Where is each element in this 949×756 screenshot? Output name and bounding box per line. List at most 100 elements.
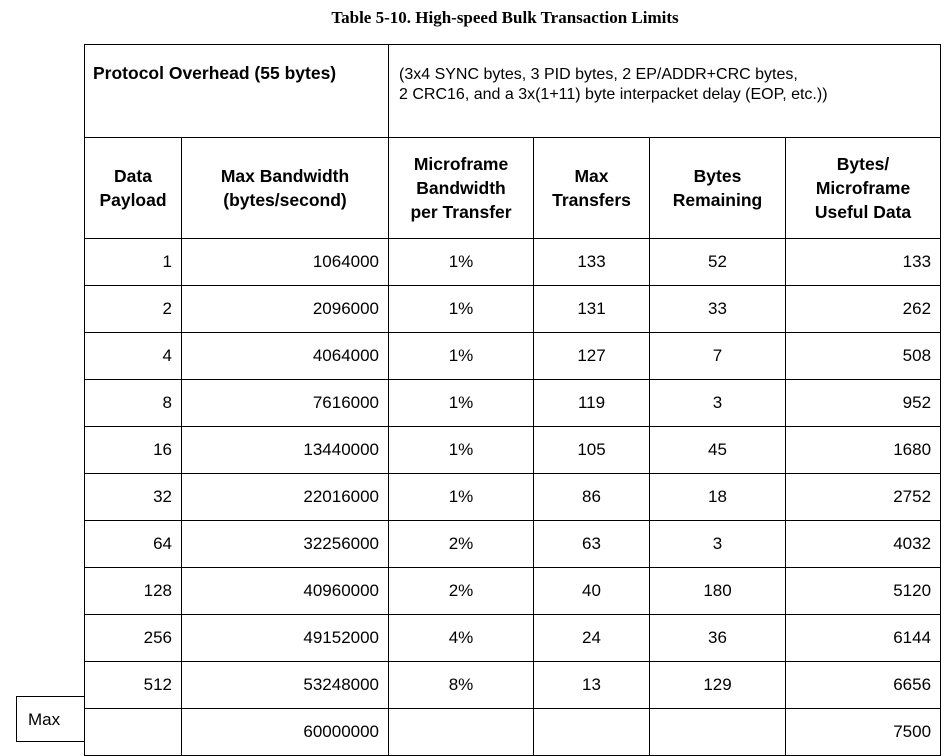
table-cell-max-bandwidth: 1064000 [180, 238, 390, 286]
table-cell-max-bandwidth: 60000000 [180, 708, 390, 756]
table-row: 512 53248000 8% 13 129 6656 [84, 661, 942, 709]
table-row: 32 22016000 1% 86 18 2752 [84, 473, 942, 521]
table-cell-max-transfers: 24 [533, 614, 651, 662]
table-cell-max-bandwidth: 2096000 [180, 285, 390, 333]
column-header-line: Bytes [693, 166, 742, 186]
table-cell-useful-data: 6144 [785, 614, 942, 662]
table-row: 128 40960000 2% 40 180 5120 [84, 567, 942, 615]
table-cell-max-transfers: 105 [533, 426, 651, 474]
table-cell-bytes-remaining [649, 708, 787, 756]
table-cell-max-bandwidth: 4064000 [180, 332, 390, 380]
table-cell-microframe-bandwidth: 1% [388, 473, 535, 521]
column-header-line: Microframe [413, 154, 509, 174]
table-cell-microframe-bandwidth: 2% [388, 520, 535, 568]
table-cell-max-transfers: 13 [533, 661, 651, 709]
column-header-max-transfers: Max Transfers [533, 137, 651, 239]
table-cell-bytes-remaining: 180 [649, 567, 787, 615]
protocol-overhead-desc-line: (3x4 SYNC bytes, 3 PID bytes, 2 EP/ADDR+… [399, 66, 798, 83]
table-cell-max-transfers: 119 [533, 379, 651, 427]
table-cell-max-bandwidth: 32256000 [180, 520, 390, 568]
column-header-line: Max [574, 166, 609, 186]
column-header-line: per Transfer [410, 202, 512, 222]
column-header-data-payload: Data Payload [84, 137, 182, 239]
table-cell-microframe-bandwidth: 1% [388, 332, 535, 380]
table-row: 64 32256000 2% 63 3 4032 [84, 520, 942, 568]
table-cell-max-bandwidth: 13440000 [180, 426, 390, 474]
column-header-bytes-remaining: Bytes Remaining [649, 137, 787, 239]
table-cell-max-bandwidth: 7616000 [180, 379, 390, 427]
table-row: 4 4064000 1% 127 7 508 [84, 332, 942, 380]
column-header-max-bandwidth: Max Bandwidth (bytes/second) [180, 137, 390, 239]
table-cell-useful-data: 5120 [785, 567, 942, 615]
table-cell-max-transfers [533, 708, 651, 756]
table-row: 1 1064000 1% 133 52 133 [84, 238, 942, 286]
column-header-line: Bandwidth [416, 178, 506, 198]
table-cell-microframe-bandwidth: 1% [388, 238, 535, 286]
table-cell-useful-data: 7500 [785, 708, 942, 756]
table-cell-bytes-remaining: 45 [649, 426, 787, 474]
table-row: 256 49152000 4% 24 36 6144 [84, 614, 942, 662]
table-cell-bytes-remaining: 3 [649, 379, 787, 427]
table-cell-useful-data: 508 [785, 332, 942, 380]
table-cell-max-transfers: 40 [533, 567, 651, 615]
table-cell-microframe-bandwidth: 1% [388, 426, 535, 474]
table-cell-max-bandwidth: 53248000 [180, 661, 390, 709]
column-header-line: Remaining [672, 190, 763, 210]
table-cell-data-payload: 16 [84, 426, 182, 474]
table-cell-max-transfers: 127 [533, 332, 651, 380]
table-caption: Table 5-10. High-speed Bulk Transaction … [331, 8, 679, 27]
table-cell-microframe-bandwidth: 1% [388, 379, 535, 427]
table-cell-data-payload: 512 [84, 661, 182, 709]
column-header-line: Max Bandwidth [220, 166, 350, 186]
column-header-line: Useful Data [814, 202, 912, 222]
table-cell-useful-data: 133 [785, 238, 942, 286]
table-cell-data-payload: 128 [84, 567, 182, 615]
table-cell-data-payload: 1 [84, 238, 182, 286]
max-row: 60000000 7500 [84, 708, 942, 756]
table-cell-data-payload: 4 [84, 332, 182, 380]
table-cell-useful-data: 952 [785, 379, 942, 427]
max-row-label: Max [28, 710, 61, 729]
column-header-row: Data Payload Max Bandwidth (bytes/second) Mi… [84, 137, 942, 239]
table-cell-data-payload: 64 [84, 520, 182, 568]
table-cell-microframe-bandwidth [388, 708, 535, 756]
table-cell-useful-data: 262 [785, 285, 942, 333]
column-header-line: Transfers [552, 190, 631, 210]
table-cell-bytes-remaining: 36 [649, 614, 787, 662]
protocol-overhead-description: (3x4 SYNC bytes, 3 PID bytes, 2 EP/ADDR+… [388, 44, 942, 138]
table-cell-max-transfers: 133 [533, 238, 651, 286]
table-cell-microframe-bandwidth: 2% [388, 567, 535, 615]
table-cell-max-transfers: 131 [533, 285, 651, 333]
table-cell-useful-data: 4032 [785, 520, 942, 568]
table-cell-bytes-remaining: 3 [649, 520, 787, 568]
protocol-overhead-row: Protocol Overhead (55 bytes) (3x4 SYNC b… [83, 44, 942, 138]
table-cell-max-bandwidth: 49152000 [180, 614, 390, 662]
column-header-line: Bytes/ [836, 154, 890, 174]
table-cell-max-bandwidth: 40960000 [180, 567, 390, 615]
table-cell-data-payload: 32 [84, 473, 182, 521]
column-header-line: Payload [99, 190, 167, 210]
table-cell-bytes-remaining: 33 [649, 285, 787, 333]
table-cell-data-payload: 2 [84, 285, 182, 333]
table-cell-useful-data: 6656 [785, 661, 942, 709]
table-cell-bytes-remaining: 52 [649, 238, 787, 286]
table-cell-max-transfers: 86 [533, 473, 651, 521]
table-cell-data-payload [84, 708, 182, 756]
table-cell-data-payload: 256 [84, 614, 182, 662]
table-cell-bytes-remaining: 18 [649, 473, 787, 521]
column-header-useful-data: Bytes/Microframe Useful Data [785, 137, 942, 239]
bulk-transaction-limits-table: Protocol Overhead (55 bytes) (3x4 SYNC b… [83, 44, 942, 756]
table-cell-max-bandwidth: 22016000 [180, 473, 390, 521]
table-row: 8 7616000 1% 119 3 952 [84, 379, 942, 427]
table-cell-max-transfers: 63 [533, 520, 651, 568]
table-cell-microframe-bandwidth: 1% [388, 285, 535, 333]
table-cell-useful-data: 1680 [785, 426, 942, 474]
table-cell-microframe-bandwidth: 4% [388, 614, 535, 662]
table-cell-bytes-remaining: 129 [649, 661, 787, 709]
table-row: 16 13440000 1% 105 45 1680 [84, 426, 942, 474]
protocol-overhead-desc-line: 2 CRC16, and a 3x(1+11) byte interpacket… [399, 86, 828, 103]
table-row: 2 2096000 1% 131 33 262 [84, 285, 942, 333]
table-cell-microframe-bandwidth: 8% [388, 661, 535, 709]
column-header-line: (bytes/second) [223, 190, 347, 210]
protocol-overhead-label: Protocol Overhead (55 bytes) [83, 44, 390, 138]
